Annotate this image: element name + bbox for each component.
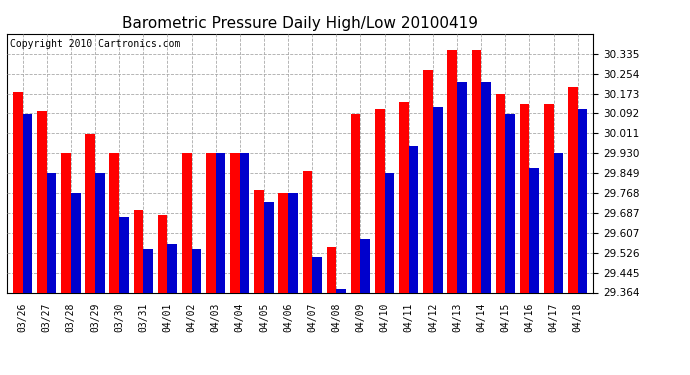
Bar bbox=[182, 153, 192, 292]
Bar bbox=[71, 193, 81, 292]
Bar bbox=[360, 239, 370, 292]
Bar bbox=[351, 114, 360, 292]
Bar bbox=[110, 153, 119, 292]
Bar bbox=[279, 193, 288, 292]
Bar bbox=[553, 153, 563, 292]
Bar bbox=[86, 134, 95, 292]
Bar bbox=[578, 109, 587, 292]
Bar bbox=[495, 94, 505, 292]
Bar bbox=[288, 193, 298, 292]
Bar bbox=[520, 104, 529, 292]
Bar bbox=[95, 173, 105, 292]
Bar bbox=[144, 249, 153, 292]
Bar bbox=[544, 104, 553, 292]
Bar bbox=[336, 289, 346, 292]
Bar bbox=[264, 202, 274, 292]
Bar bbox=[37, 111, 47, 292]
Bar bbox=[433, 106, 442, 292]
Bar bbox=[568, 87, 578, 292]
Bar bbox=[230, 153, 240, 292]
Bar bbox=[399, 102, 408, 292]
Bar bbox=[326, 247, 336, 292]
Bar bbox=[505, 114, 515, 292]
Bar bbox=[457, 82, 466, 292]
Bar bbox=[192, 249, 201, 292]
Bar bbox=[375, 109, 384, 292]
Bar bbox=[408, 146, 418, 292]
Bar bbox=[240, 153, 250, 292]
Bar bbox=[312, 256, 322, 292]
Bar bbox=[13, 92, 23, 292]
Title: Barometric Pressure Daily High/Low 20100419: Barometric Pressure Daily High/Low 20100… bbox=[122, 16, 478, 31]
Bar bbox=[216, 153, 226, 292]
Bar bbox=[61, 153, 71, 292]
Bar bbox=[447, 50, 457, 292]
Bar bbox=[119, 217, 129, 292]
Bar bbox=[47, 173, 57, 292]
Bar bbox=[168, 244, 177, 292]
Bar bbox=[302, 171, 312, 292]
Bar bbox=[158, 215, 168, 292]
Bar bbox=[23, 114, 32, 292]
Bar bbox=[255, 190, 264, 292]
Bar bbox=[471, 50, 481, 292]
Bar bbox=[384, 173, 394, 292]
Bar bbox=[529, 168, 539, 292]
Bar bbox=[481, 82, 491, 292]
Bar bbox=[423, 70, 433, 292]
Bar bbox=[206, 153, 216, 292]
Bar bbox=[134, 210, 144, 292]
Text: Copyright 2010 Cartronics.com: Copyright 2010 Cartronics.com bbox=[10, 39, 180, 49]
